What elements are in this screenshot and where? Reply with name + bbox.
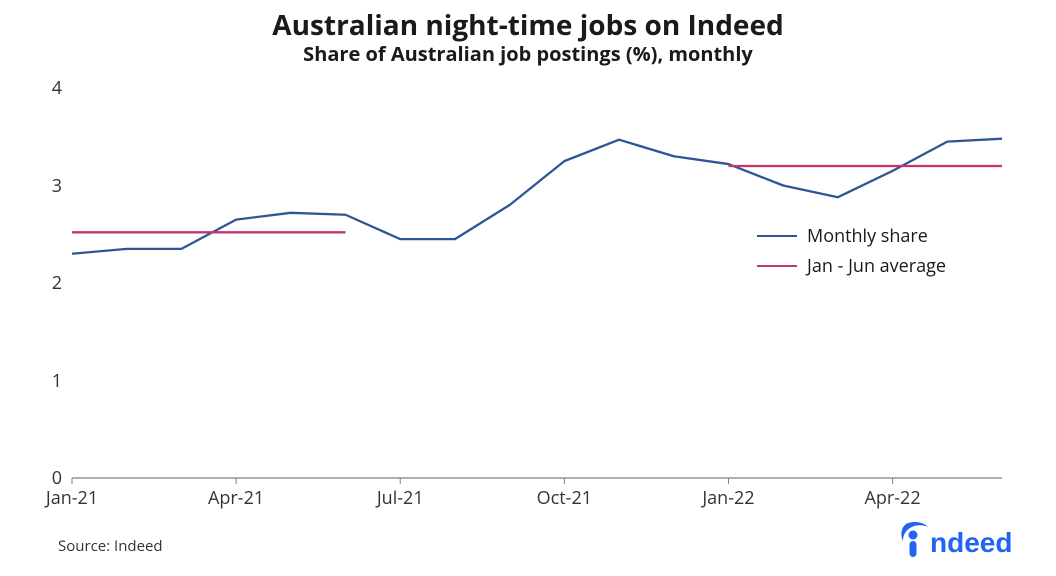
chart-container: Australian night-time jobs on Indeed Sha… — [0, 0, 1056, 576]
legend-swatch — [757, 235, 797, 237]
svg-text:ndeed: ndeed — [930, 527, 1012, 558]
y-tick-label: 1 — [52, 369, 72, 393]
legend-label: Monthly share — [807, 224, 928, 248]
y-tick-label: 4 — [52, 76, 72, 100]
legend: Monthly share Jan - Jun average — [757, 224, 946, 284]
x-tick-label: Jan-22 — [702, 478, 754, 510]
x-tick-label: Apr-22 — [865, 478, 921, 510]
legend-entry: Monthly share — [757, 224, 946, 248]
chart-title: Australian night-time jobs on Indeed — [0, 6, 1056, 44]
source-text: Source: Indeed — [58, 536, 163, 556]
indeed-logo: ndeed — [896, 519, 1026, 564]
y-tick-label: 2 — [52, 271, 72, 295]
y-tick-label: 3 — [52, 174, 72, 198]
chart-subtitle: Share of Australian job postings (%), mo… — [0, 40, 1056, 67]
x-tick-label: Jan-21 — [46, 478, 98, 510]
x-tick-label: Apr-21 — [208, 478, 264, 510]
x-tick-label: Jul-21 — [377, 478, 424, 510]
x-tick-label: Oct-21 — [537, 478, 592, 510]
legend-entry: Jan - Jun average — [757, 254, 946, 278]
legend-label: Jan - Jun average — [807, 254, 946, 278]
legend-swatch — [757, 265, 797, 267]
